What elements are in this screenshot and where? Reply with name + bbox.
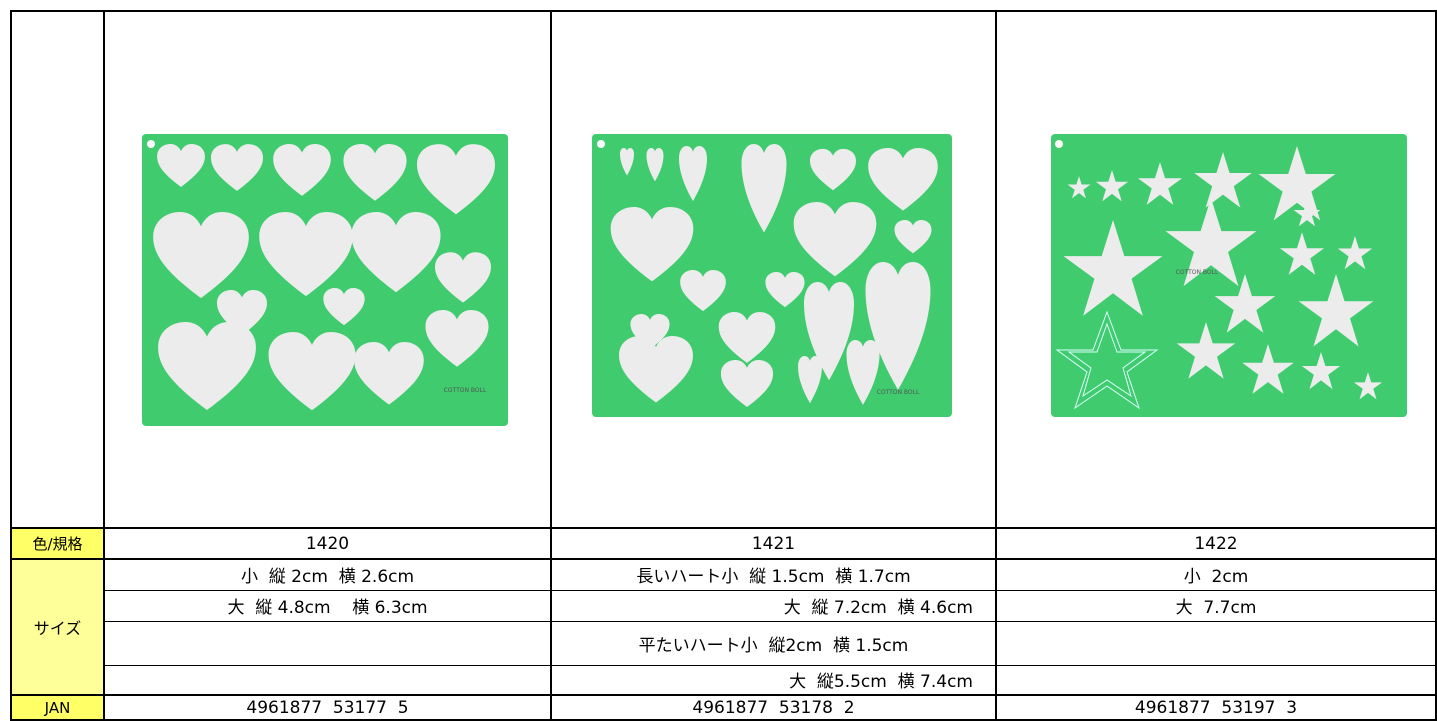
model-cell: 1422	[995, 527, 1437, 560]
size-cell	[995, 664, 1437, 696]
brand: COTTON BOLL	[877, 389, 920, 396]
jan-cell: 4961877 53178 2	[550, 694, 997, 721]
size-cell: 大 縦 4.8cm 横 6.3cm	[103, 589, 552, 622]
page: COTTON BOLL COTTON BOLL	[10, 10, 1437, 721]
brand: COTTON BOLL	[1176, 269, 1219, 276]
size-cell: 大 7.7cm	[995, 589, 1437, 622]
size-cell: 大 縦5.5cm 横 7.4cm	[550, 664, 997, 696]
product-image: COTTON BOLL	[1051, 134, 1407, 417]
product-image: COTTON BOLL	[592, 134, 952, 417]
image-cell: COTTON BOLL	[103, 10, 552, 529]
row-label: サイズ	[10, 558, 105, 696]
size-cell	[103, 664, 552, 696]
empty-cell	[10, 10, 105, 529]
size-cell: 長いハート小 縦 1.5cm 横 1.7cm	[550, 558, 997, 591]
image-cell: COTTON BOLL	[550, 10, 997, 529]
row-label: JAN	[10, 694, 105, 721]
size-cell: 小 2cm	[995, 558, 1437, 591]
row-label: 色/規格	[10, 527, 105, 560]
jan-cell: 4961877 53197 3	[995, 694, 1437, 721]
size-cell: 平たいハート小 縦2cm 横 1.5cm	[550, 620, 997, 666]
model-cell: 1420	[103, 527, 552, 560]
size-cell: 小 縦 2cm 横 2.6cm	[103, 558, 552, 591]
size-cell: 大 縦 7.2cm 横 4.6cm	[550, 589, 997, 622]
image-cell: COTTON BOLL	[995, 10, 1437, 529]
product-image: COTTON BOLL	[142, 134, 508, 426]
size-cell	[995, 620, 1437, 666]
spec-table: COTTON BOLL COTTON BOLL	[10, 10, 1437, 721]
model-cell: 1421	[550, 527, 997, 560]
size-cell	[103, 620, 552, 666]
brand: COTTON BOLL	[444, 387, 487, 394]
jan-cell: 4961877 53177 5	[103, 694, 552, 721]
